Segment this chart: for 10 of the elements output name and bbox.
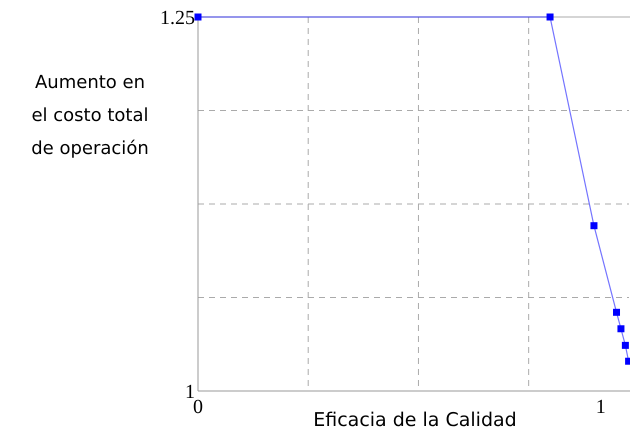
point bbox=[617, 325, 624, 332]
point bbox=[194, 14, 202, 20]
x-tick-label: 0 bbox=[193, 396, 203, 418]
x-axis-title: Eficacia de la Calidad bbox=[313, 409, 517, 431]
point bbox=[622, 342, 629, 349]
y-axis-title: Aumento en el costo total de operación bbox=[31, 72, 149, 159]
y-tick-label: 1.25 bbox=[160, 7, 195, 29]
point bbox=[613, 308, 620, 316]
point bbox=[590, 222, 598, 230]
point bbox=[546, 14, 554, 20]
